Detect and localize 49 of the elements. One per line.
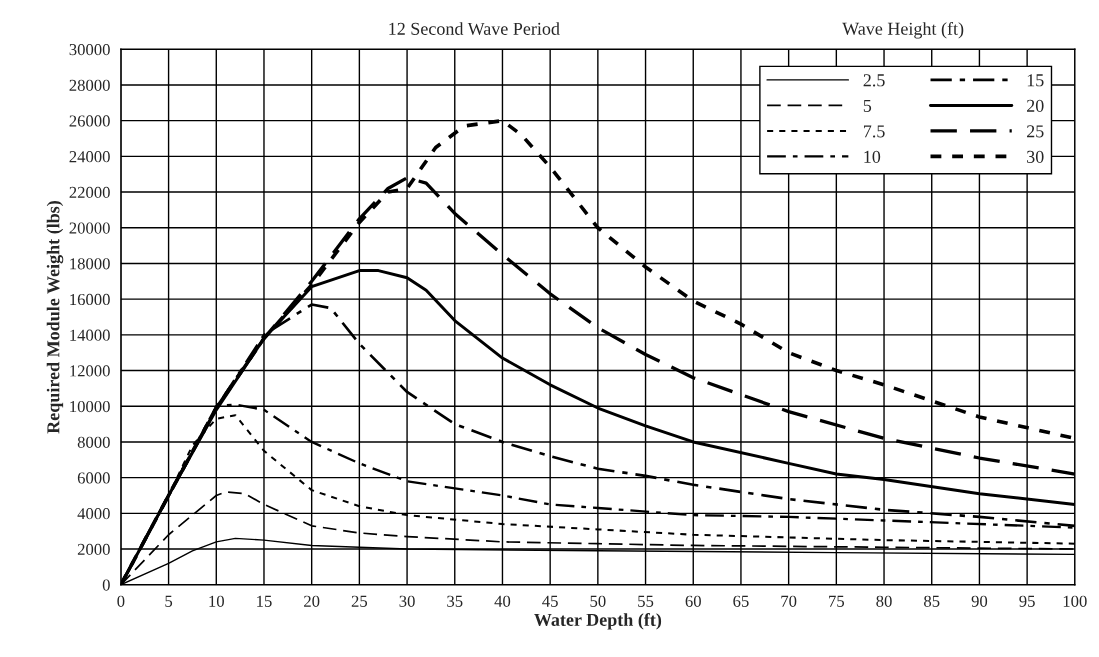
x-tick-label: 5: [165, 595, 173, 607]
legend-label: 25: [1027, 125, 1044, 138]
y-tick-label: 16000: [70, 293, 110, 306]
y-tick-label: 28000: [69, 79, 110, 91]
y-tick-label: 6000: [77, 472, 110, 484]
legend-label: 2.5: [863, 74, 885, 87]
x-tick-label: 0: [117, 595, 125, 607]
legend-label: 30: [1027, 150, 1044, 163]
y-tick-label: 20000: [69, 222, 110, 234]
x-tick-label: 65: [733, 595, 749, 607]
legend-label: 7.5: [864, 125, 885, 138]
legend-label: 10: [864, 150, 881, 163]
x-tick-label: 10: [209, 595, 224, 607]
x-tick-label: 15: [257, 595, 272, 607]
x-tick-label: 25: [351, 595, 368, 607]
y-tick-label: 2000: [77, 543, 110, 555]
legend-label: 15: [1027, 74, 1044, 87]
x-tick-label: 20: [304, 595, 320, 607]
x-tick-label: 40: [494, 595, 511, 607]
y-tick-label: 26000: [69, 115, 110, 127]
x-tick-label: 90: [971, 595, 988, 607]
x-tick-label: 30: [399, 595, 415, 607]
x-tick-label: 75: [829, 595, 845, 607]
y-tick-label: 24000: [69, 151, 110, 163]
x-tick-label: 35: [447, 595, 463, 607]
y-tick-label: 0: [102, 579, 110, 591]
x-tick-label: 45: [542, 595, 558, 607]
y-tick-label: 10000: [70, 400, 110, 413]
x-tick-label: 100: [1063, 595, 1087, 607]
y-tick-label: 14000: [70, 329, 110, 341]
x-tick-label: 95: [1019, 595, 1035, 607]
legend-title: Wave Height (ft): [842, 21, 964, 39]
legend-label: 20: [1027, 99, 1044, 112]
y-tick-label: 12000: [70, 365, 110, 377]
x-axis-title: Water Depth (ft): [534, 613, 662, 630]
x-tick-label: 60: [685, 595, 701, 607]
x-tick-label: 55: [638, 595, 654, 607]
x-tick-label: 70: [781, 595, 797, 607]
x-tick-label: 80: [876, 595, 892, 607]
y-tick-label: 30000: [69, 43, 110, 56]
x-tick-label: 85: [924, 595, 940, 607]
x-tick-label: 50: [590, 595, 606, 607]
y-tick-label: 4000: [77, 508, 110, 520]
chart-title: 12 Second Wave Period: [389, 22, 560, 35]
y-tick-label: 18000: [70, 258, 110, 270]
y-tick-label: 8000: [77, 436, 110, 448]
y-axis-title: Required Module Weight (lbs): [46, 200, 64, 434]
y-tick-label: 22000: [69, 186, 110, 199]
legend-label: 5: [863, 99, 872, 112]
